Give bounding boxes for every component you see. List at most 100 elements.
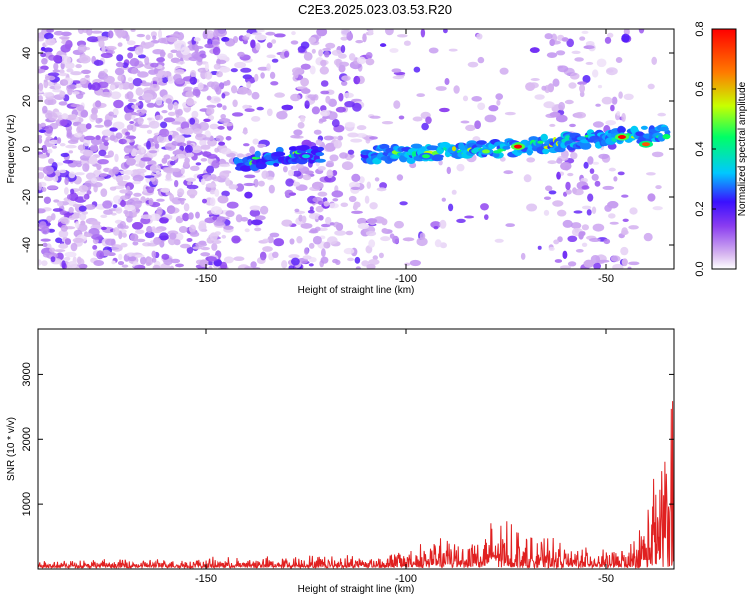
spectrogram-speckle xyxy=(448,203,454,212)
spectrogram-speckle xyxy=(108,111,114,117)
spectrogram-band-cell xyxy=(298,144,310,151)
spectrogram-speckle xyxy=(70,71,82,76)
spectrogram-speckle xyxy=(421,122,429,131)
spectrogram-speckle xyxy=(582,75,591,83)
spectrogram-speckle xyxy=(292,170,302,177)
spectrogram-speckle xyxy=(438,160,443,166)
spectrogram-speckle xyxy=(321,248,326,258)
spectrogram-speckle xyxy=(100,91,112,98)
spectrogram-speckle xyxy=(46,81,55,87)
spectrogram-speckle xyxy=(168,237,177,246)
spectrogram-speckle xyxy=(202,30,208,40)
spectrogram-speckle xyxy=(244,266,254,269)
spectrogram-speckle xyxy=(129,57,140,67)
spectrogram-speckle xyxy=(399,201,408,206)
spectrogram-speckle xyxy=(544,196,551,200)
colorbar-tick-label: 0.8 xyxy=(694,21,706,36)
spectrogram-speckle xyxy=(195,162,202,166)
spectrogram-speckle xyxy=(215,86,222,95)
spectrogram-speckle xyxy=(318,49,323,57)
spectrogram-speckle xyxy=(110,91,122,100)
spectrogram-speckle xyxy=(91,107,98,115)
spectrogram-speckle xyxy=(420,29,426,38)
spectrogram-speckle xyxy=(47,148,53,154)
spectrogram-speckle xyxy=(150,213,161,221)
spectrogram-band-cell xyxy=(542,148,550,155)
spectrogram-band-cell xyxy=(659,126,669,132)
spectrogram-speckle xyxy=(559,265,572,269)
spectrogram-speckle xyxy=(570,152,578,160)
spectrogram-speckle xyxy=(42,92,54,97)
spectrogram-speckle xyxy=(202,198,207,204)
spectrogram-plot: -150 -100 -50 -40 -20 0 20 40 Height of straig… xyxy=(6,28,675,296)
spectrogram-speckle xyxy=(611,96,618,105)
spectrogram-speckle xyxy=(647,193,656,202)
spectrogram-speckle xyxy=(127,77,133,82)
spectrogram-speckle xyxy=(323,201,330,207)
spectrogram-speckle xyxy=(79,77,87,85)
spectrogram-speckle xyxy=(103,75,115,85)
spectrogram-speckle xyxy=(194,45,199,54)
spectrogram-speckle xyxy=(96,250,104,260)
spectrogram-speckle xyxy=(312,181,324,190)
spectrogram-speckle xyxy=(144,231,155,239)
spectrogram-speckle xyxy=(254,34,267,41)
spectrogram-speckle xyxy=(130,69,141,74)
spectrogram-speckle xyxy=(98,149,107,157)
spectrogram-speckle xyxy=(477,102,486,111)
spectrogram-speckle xyxy=(368,259,380,265)
spectrogram-speckle xyxy=(618,91,623,99)
spectrogram-speckle xyxy=(186,246,194,254)
spectrogram-speckle xyxy=(343,92,354,99)
spectrogram-speckle xyxy=(456,163,465,172)
spectrogram-speckle xyxy=(393,100,401,109)
spectrogram-speckle xyxy=(64,256,71,261)
spectrogram-speckle xyxy=(566,38,574,48)
spectrogram-speckle xyxy=(215,135,224,142)
spectrogram-speckle xyxy=(338,64,346,73)
spectrogram-speckle xyxy=(250,219,263,226)
spectrogram-speckle xyxy=(365,230,377,237)
spectrogram-speckle xyxy=(41,46,46,51)
spectrogram-speckle xyxy=(245,32,251,38)
spectrogram-speckle xyxy=(125,34,130,42)
spectrogram-speckle xyxy=(40,238,51,242)
spectrogram-speckle xyxy=(356,125,367,131)
spectrogram-speckle xyxy=(354,256,361,264)
spectrogram-speckle xyxy=(240,67,252,73)
spectrogram-speckle xyxy=(581,224,590,231)
spectrogram-speckle xyxy=(325,142,336,152)
spectrogram-speckle xyxy=(329,222,335,226)
spectrogram-speckle xyxy=(651,56,657,65)
spectrogram-speckle xyxy=(340,36,348,41)
spectrogram-speckle xyxy=(580,231,586,236)
spectrogram-speckle xyxy=(209,96,222,104)
spectrogram-speckle xyxy=(218,118,231,124)
spectrogram-speckle xyxy=(251,116,261,122)
spectrogram-speckle xyxy=(127,52,133,59)
spectrogram-speckle xyxy=(381,218,388,226)
spectrogram-speckle xyxy=(331,190,344,198)
spectrogram-speckle xyxy=(499,67,509,75)
spectrogram-speckle xyxy=(183,203,190,212)
spectrogram-speckle xyxy=(378,252,384,259)
spectrogram-speckle xyxy=(404,262,411,266)
spectrogram-speckle xyxy=(83,233,93,237)
spectrogram-speckle xyxy=(120,195,129,201)
spectrogram-speckle xyxy=(53,55,61,63)
spectrogram-band-cell xyxy=(315,152,325,157)
spectrogram-speckle xyxy=(195,211,200,219)
spectrogram-speckle xyxy=(125,131,131,136)
spectrogram-speckle xyxy=(332,198,339,202)
spectrogram-speckle xyxy=(120,200,126,207)
spectrogram-speckle xyxy=(91,82,101,91)
spectrogram-speckle xyxy=(433,226,439,230)
spectrogram-speckle xyxy=(246,81,252,89)
spectrogram-speckle xyxy=(49,247,56,253)
spectrogram-speckle xyxy=(290,165,298,171)
spectrogram-speckle xyxy=(474,120,481,129)
spectrogram-speckle xyxy=(218,141,226,146)
spectrogram-speckle xyxy=(60,152,70,158)
spectrogram-speckle xyxy=(40,52,46,58)
spectrogram-speckle xyxy=(552,78,560,87)
